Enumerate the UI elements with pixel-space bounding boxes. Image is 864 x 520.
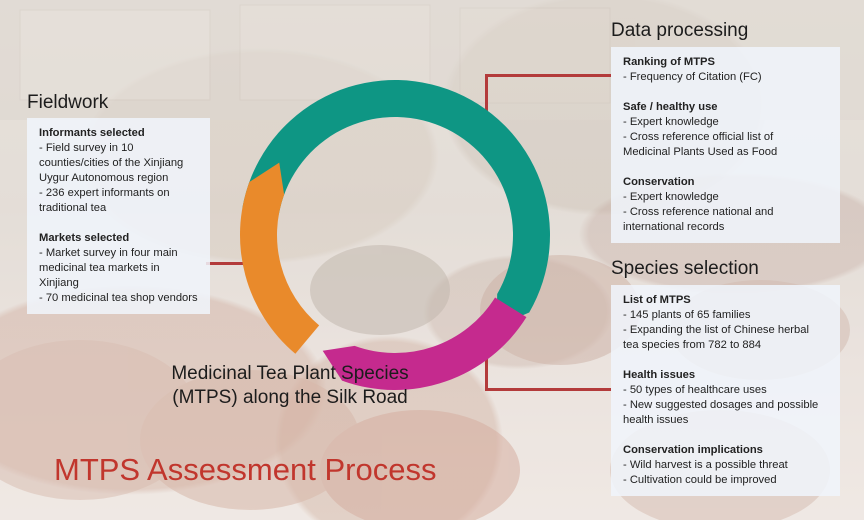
center-label-line-2: (MTPS) along the Silk Road [172, 387, 408, 408]
group-line: - Cross reference official list of [623, 131, 774, 143]
ring-segment-teal [242, 79, 550, 327]
fieldwork-group-markets: Markets selected - Market survey in four… [39, 231, 200, 306]
data-group-ranking: Ranking of MTPS - Frequency of Citation … [623, 55, 830, 85]
fieldwork-group-informants: Informants selected - Field survey in 10… [39, 126, 200, 216]
group-heading: Markets selected [39, 232, 130, 244]
group-line: - Expert knowledge [623, 116, 719, 128]
group-heading: List of MTPS [623, 294, 691, 306]
group-line: Xinjiang [39, 277, 79, 289]
center-label: Medicinal Tea Plant Species (MTPS) along… [100, 362, 480, 410]
data-group-safe-use: Safe / healthy use - Expert knowledge - … [623, 100, 830, 160]
group-line: counties/cities of the Xinjiang [39, 157, 184, 169]
ring-segment-orange [240, 162, 320, 354]
species-group-conservation: Conservation implications - Wild harvest… [623, 443, 830, 488]
group-heading: Conservation [623, 176, 695, 188]
fieldwork-box: Informants selected - Field survey in 10… [27, 118, 210, 314]
connector-data-processing [485, 74, 611, 77]
data-group-conservation: Conservation - Expert knowledge - Cross … [623, 175, 830, 235]
group-line: - Field survey in 10 [39, 142, 134, 154]
group-line: Uygur Autonomous region [39, 172, 169, 184]
group-line: - 70 medicinal tea shop vendors [39, 292, 198, 304]
connector-species-selection [485, 388, 611, 391]
species-selection-box: List of MTPS - 145 plants of 65 families… [611, 285, 840, 496]
main-title: MTPS Assessment Process [54, 452, 437, 487]
group-line: tea species from 782 to 884 [623, 339, 762, 351]
group-heading: Ranking of MTPS [623, 56, 715, 68]
group-line: - Cultivation could be improved [623, 474, 777, 486]
group-heading: Health issues [623, 369, 696, 381]
group-line: - Market survey in four main [39, 247, 178, 259]
data-processing-box: Ranking of MTPS - Frequency of Citation … [611, 47, 840, 243]
group-line: - 50 types of healthcare uses [623, 384, 767, 396]
group-line: - 145 plants of 65 families [623, 309, 751, 321]
species-selection-title: Species selection [611, 258, 759, 279]
group-line: - New suggested dosages and possible [623, 399, 819, 411]
connector-species-selection-vertical [485, 352, 488, 391]
group-heading: Safe / healthy use [623, 101, 718, 113]
fieldwork-title: Fieldwork [27, 92, 109, 113]
group-line: - Expanding the list of Chinese herbal [623, 324, 809, 336]
group-line: - Wild harvest is a possible threat [623, 459, 788, 471]
group-line: health issues [623, 414, 689, 426]
connector-data-processing-vertical [485, 74, 488, 140]
ring-segment-magenta [322, 297, 527, 390]
group-line: - Frequency of Citation (FC) [623, 71, 762, 83]
group-line: - 236 expert informants on [39, 187, 170, 199]
data-processing-title: Data processing [611, 20, 749, 41]
group-line: international records [623, 221, 725, 233]
species-group-health: Health issues - 50 types of healthcare u… [623, 368, 830, 428]
group-line: - Cross reference national and [623, 206, 774, 218]
group-line: traditional tea [39, 202, 107, 214]
group-heading: Conservation implications [623, 444, 763, 456]
group-line: Medicinal Plants Used as Food [623, 146, 778, 158]
group-heading: Informants selected [39, 127, 145, 139]
species-group-list: List of MTPS - 145 plants of 65 families… [623, 293, 830, 353]
center-label-line-1: Medicinal Tea Plant Species [171, 363, 409, 384]
group-line: medicinal tea markets in [39, 262, 160, 274]
connector-fieldwork [206, 262, 248, 265]
group-line: - Expert knowledge [623, 191, 719, 203]
process-cycle-ring [240, 79, 550, 390]
